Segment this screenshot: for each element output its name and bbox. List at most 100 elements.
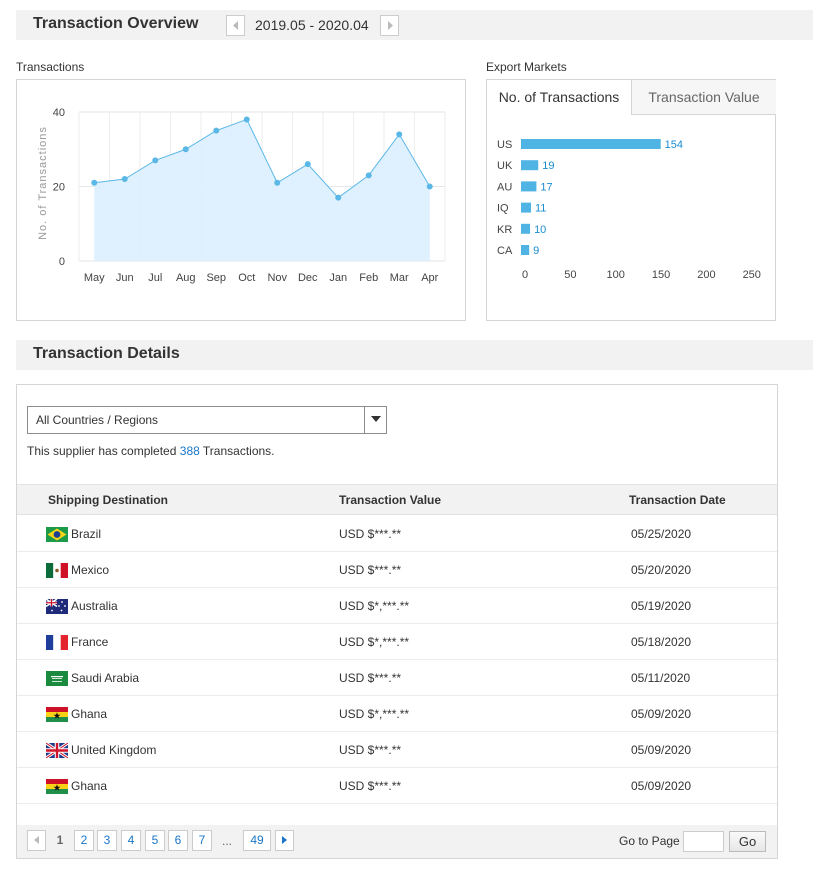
shipping-destination-cell: Ghana	[71, 779, 108, 793]
date-range: 2019.05 - 2020.04	[255, 17, 369, 33]
bar-category-label: CA	[497, 245, 513, 257]
table-row: Australia USD $*,***.** 05/19/2020	[17, 588, 777, 624]
x-tick-label: Mar	[390, 272, 409, 284]
data-point-oct[interactable]	[243, 116, 250, 123]
table-row: Ghana USD $*,***.** 05/09/2020	[17, 696, 777, 732]
transaction-date-cell: 05/09/2020	[631, 743, 692, 757]
tab-no-of-transactions[interactable]: No. of Transactions	[487, 80, 632, 115]
table-row: Ghana USD $***.** 05/09/2020	[17, 768, 777, 804]
summary-count: 388	[179, 444, 200, 458]
caret-left-icon	[232, 21, 238, 30]
go-to-page-input[interactable]	[683, 831, 724, 852]
ghana-flag-icon	[46, 779, 68, 794]
table-row: Saudi Arabia USD $***.** 05/11/2020	[17, 660, 777, 696]
bar-uk[interactable]	[521, 160, 539, 171]
x-tick-label: 150	[652, 269, 670, 281]
transaction-date-cell: 05/09/2020	[631, 707, 692, 721]
tab-transaction-value[interactable]: Transaction Value	[632, 80, 776, 115]
page-link-5[interactable]: 5	[145, 830, 165, 851]
shipping-destination-cell: Saudi Arabia	[71, 671, 140, 685]
page-ellipsis: ...	[222, 834, 233, 848]
bar-value-label: 10	[534, 224, 546, 236]
bar-category-label: AU	[497, 181, 512, 193]
country-region-select-value: All Countries / Regions	[36, 413, 159, 427]
bar-iq[interactable]	[521, 202, 531, 213]
transactions-chart-panel: 0 20 40 May Jun Jul Aug Sep Oct Nov Dec Jan Feb Mar A…	[16, 79, 466, 321]
transactions-caption: Transactions	[16, 60, 85, 74]
go-button[interactable]: Go	[729, 831, 766, 852]
table-row: Brazil USD $***.** 05/25/2020	[17, 516, 777, 552]
caret-right-icon	[282, 836, 287, 844]
data-point-jun[interactable]	[121, 176, 128, 183]
transaction-value-cell: USD $*,***.**	[339, 599, 410, 613]
data-point-dec[interactable]	[304, 161, 311, 168]
x-tick-label: Apr	[421, 272, 438, 284]
transactions-chart: 0 20 40 May Jun Jul Aug Sep Oct Nov Dec Jan Feb Mar A…	[37, 107, 446, 284]
transaction-date-cell: 05/25/2020	[631, 527, 692, 541]
transaction-date-cell: 05/09/2020	[631, 779, 692, 793]
brazil-flag-icon	[46, 527, 68, 542]
data-point-feb[interactable]	[365, 172, 372, 179]
page-link-2[interactable]: 2	[74, 830, 94, 851]
transaction-date-cell: 05/11/2020	[631, 671, 691, 685]
shipping-destination-cell: Australia	[71, 599, 118, 613]
pagination: 1 2 3 4 5 6 7 ... 49 Go to Page Go	[17, 825, 777, 858]
page-link-last[interactable]: 49	[243, 830, 271, 851]
transaction-value-cell: USD $***.**	[339, 527, 402, 541]
page-link-3[interactable]: 3	[97, 830, 117, 851]
x-tick-label: Nov	[267, 272, 287, 284]
x-tick-label: Dec	[298, 272, 318, 284]
shipping-destination-cell: Brazil	[71, 527, 102, 541]
shipping-destination-cell: Ghana	[71, 707, 108, 721]
australia-flag-icon	[46, 599, 68, 614]
x-tick-label: Jan	[329, 272, 347, 284]
bar-value-label: 19	[542, 160, 554, 172]
page-link-7[interactable]: 7	[192, 830, 212, 851]
x-tick-label: 200	[697, 269, 715, 281]
country-region-select[interactable]: All Countries / Regions	[27, 406, 387, 434]
series-area	[94, 119, 430, 261]
bar-kr[interactable]	[521, 223, 531, 234]
transaction-value-cell: USD $***.**	[339, 563, 402, 577]
transaction-value-cell: USD $***.**	[339, 779, 402, 793]
page-link-6[interactable]: 6	[168, 830, 188, 851]
transaction-date-cell: 05/20/2020	[631, 563, 692, 577]
caret-right-icon	[387, 21, 393, 30]
data-point-nov[interactable]	[274, 179, 281, 186]
x-tick-label: 0	[522, 269, 528, 281]
data-point-may[interactable]	[91, 179, 98, 186]
transaction-date-cell: 05/19/2020	[631, 599, 692, 613]
x-tick-label: Jul	[148, 272, 162, 284]
next-range-button[interactable]	[380, 15, 399, 36]
overview-header: Transaction Overview 2019.05 - 2020.04	[16, 10, 813, 40]
data-point-jul[interactable]	[152, 157, 159, 164]
data-point-jan[interactable]	[335, 194, 342, 201]
transaction-value-cell: USD $***.**	[339, 671, 402, 685]
bar-au[interactable]	[521, 181, 537, 192]
bar-us[interactable]	[521, 139, 661, 149]
transaction-value-cell: USD $*,***.**	[339, 635, 410, 649]
next-page-button[interactable]	[275, 830, 294, 851]
table-row: United Kingdom USD $***.** 05/09/2020	[17, 732, 777, 768]
transaction-summary: This supplier has completed 388 Transact…	[27, 444, 275, 458]
bar-ca[interactable]	[521, 245, 530, 255]
series-line	[94, 118, 431, 199]
transaction-value-cell: USD $*,***.**	[339, 707, 410, 721]
x-tick-label: Aug	[176, 272, 196, 284]
summary-prefix: This supplier has completed	[27, 444, 177, 458]
bar-value-label: 9	[533, 245, 539, 257]
previous-range-button[interactable]	[226, 15, 245, 36]
page-link-4[interactable]: 4	[121, 830, 141, 851]
dropdown-arrow-icon[interactable]	[364, 407, 386, 433]
transaction-details-panel: All Countries / Regions This supplier ha…	[16, 384, 778, 859]
data-point-sep[interactable]	[213, 127, 220, 134]
details-title: Transaction Details	[33, 345, 180, 362]
caret-left-icon	[34, 836, 39, 844]
data-point-mar[interactable]	[396, 131, 403, 138]
data-point-aug[interactable]	[182, 146, 189, 153]
x-tick-label: Oct	[238, 272, 255, 284]
france-flag-icon	[46, 635, 68, 650]
previous-page-button[interactable]	[27, 830, 46, 851]
x-tick-label: May	[84, 272, 105, 284]
data-point-apr[interactable]	[426, 183, 433, 190]
